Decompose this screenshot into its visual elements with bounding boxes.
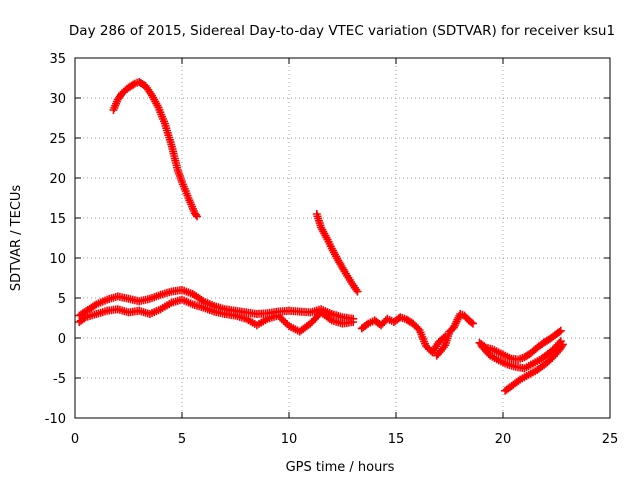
y-tick-label: 35 xyxy=(49,52,66,67)
data-point xyxy=(557,342,566,350)
series-baseline-b xyxy=(75,295,358,336)
y-tick-label: 20 xyxy=(49,172,66,187)
data-point xyxy=(129,80,138,89)
data-point xyxy=(80,314,89,323)
y-axis-label: SDTVAR / TECUs xyxy=(9,185,24,292)
y-tick-label: 25 xyxy=(49,132,66,147)
x-tick-label: 15 xyxy=(388,432,405,447)
y-tick-label: 5 xyxy=(58,292,66,307)
series-late-arc-bottom xyxy=(501,340,567,395)
data-point xyxy=(274,311,283,320)
x-tick-label: 0 xyxy=(71,432,79,447)
y-tick-label: 0 xyxy=(58,332,66,347)
data-point xyxy=(558,340,567,349)
data-point xyxy=(193,212,201,221)
x-tick-label: 10 xyxy=(281,432,298,447)
data-point xyxy=(467,318,476,327)
chart-title: Day 286 of 2015, Sidereal Day-to-day VTE… xyxy=(69,23,615,39)
x-tick-label: 5 xyxy=(178,432,186,447)
data-point xyxy=(279,316,288,325)
series-cluster-17-18 xyxy=(432,310,477,360)
y-tick-label: -5 xyxy=(53,372,66,387)
data-layer xyxy=(75,78,567,395)
data-point xyxy=(276,313,285,322)
y-tick-label: 10 xyxy=(49,252,66,267)
data-point xyxy=(281,318,290,327)
x-axis-label: GPS time / hours xyxy=(286,460,395,475)
data-point xyxy=(349,318,358,326)
y-tick-label: -10 xyxy=(45,412,66,427)
x-tick-label: 25 xyxy=(602,432,619,447)
y-tick-label: 15 xyxy=(49,212,66,227)
data-point xyxy=(556,326,565,335)
data-point xyxy=(353,287,362,296)
data-point xyxy=(469,319,477,328)
x-tick-label: 20 xyxy=(495,432,512,447)
series-late-arc-lower xyxy=(477,337,565,373)
y-tick-label: 30 xyxy=(49,92,66,107)
series-arc-high-1 xyxy=(109,78,201,221)
tick-layer: 0 5 10 15 20 25 -10 -5 0 5 10 15 20 25 30 35 xyxy=(45,52,619,447)
plot-frame xyxy=(74,57,611,419)
data-point xyxy=(555,327,564,336)
data-point xyxy=(191,210,200,219)
series-arc-high-2 xyxy=(312,210,362,296)
